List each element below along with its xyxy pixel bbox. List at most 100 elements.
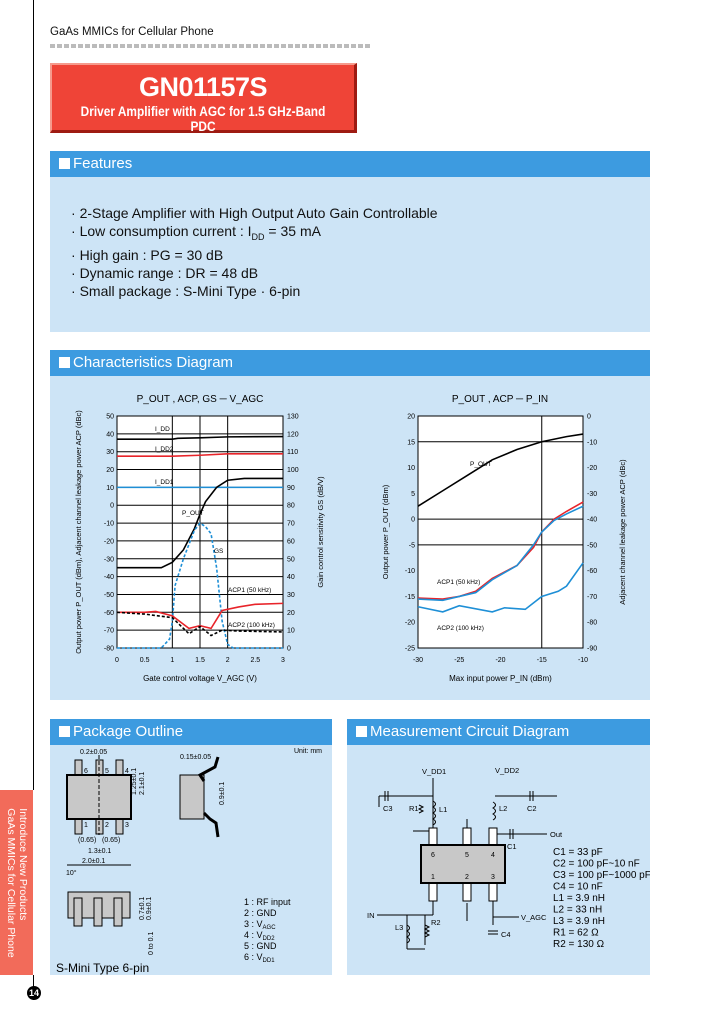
dim-label: 2.1±0.1 — [139, 772, 146, 795]
pin-sep: : — [249, 908, 257, 918]
in-label: IN — [367, 911, 375, 920]
svg-text:6: 6 — [431, 852, 435, 859]
series-line-3 — [417, 562, 584, 613]
series-line-2 — [417, 505, 584, 602]
pin-item: 2 : GND — [244, 908, 277, 918]
y-tick-label: -40 — [104, 574, 114, 581]
features-section: Features 2-Stage Amplifier with High Out… — [50, 151, 650, 332]
x-tick-label: 0 — [115, 657, 119, 664]
pin-item: 4 : VDD2 — [244, 930, 275, 942]
feature-item: High gain : PG = 30 dB — [71, 246, 650, 264]
page-number: 14 — [27, 986, 41, 1000]
characteristics-header: Characteristics Diagram — [50, 350, 650, 376]
x-tick-label: -10 — [578, 657, 588, 664]
square-bullet-icon — [59, 726, 70, 737]
package-header: Package Outline — [50, 719, 332, 745]
series-line-4 — [117, 522, 283, 649]
pin-name: GND — [257, 941, 278, 951]
pin-name: V — [257, 919, 263, 929]
side-tab-line1: Introduce New Products — [16, 807, 29, 920]
svg-text:4: 4 — [125, 768, 129, 775]
dim-label: 10° — [66, 869, 77, 877]
y2-tick-label: 70 — [287, 521, 295, 528]
y2-axis-label: Adjacent channel leakage power ACP (dBc) — [618, 459, 627, 605]
y2-axis-label: Gain control sensitivity GS (dB/V) — [316, 476, 325, 588]
pin-name: V — [257, 930, 263, 940]
dim-label: (0.65) — [78, 837, 96, 844]
y-tick-label: -10 — [104, 521, 114, 528]
y-tick-label: 40 — [106, 431, 114, 438]
y-tick-label: 20 — [106, 467, 114, 474]
feature-item: Dynamic range : DR = 48 dB — [71, 264, 650, 282]
feature-subscript: DD — [251, 231, 265, 242]
circuit-schematic: 6 5 4 1 2 3 V_DD1 V_DD2 IN Out V_AGC C1 C2 C3… — [367, 766, 650, 950]
y2-tick-label: 30 — [287, 592, 295, 599]
y2-tick-label: -50 — [587, 542, 597, 549]
svg-text:1: 1 — [431, 874, 435, 881]
series-label: ACP1 (50 kHz) — [437, 579, 480, 586]
pin-sep: : — [249, 897, 257, 907]
x-tick-label: 1.5 — [195, 657, 205, 664]
component-value: R1 = 62 Ω — [553, 928, 599, 939]
pin-number: 1 — [244, 897, 249, 907]
y-tick-label: 30 — [106, 449, 114, 456]
dim-label: 0.9±0.1 — [219, 782, 226, 805]
y-tick-label: -5 — [409, 542, 415, 549]
chart-title: P_OUT , ACP ─ P_IN — [452, 394, 548, 405]
pin-item: 5 : GND — [244, 941, 277, 951]
x-tick-label: 2 — [226, 657, 230, 664]
x-tick-label: -25 — [454, 657, 464, 664]
series-line-0 — [417, 433, 584, 507]
dim-label: 0 to 0.1 — [148, 932, 155, 955]
component-value: R2 = 130 Ω — [553, 939, 605, 950]
feature-item: Small package : S-Mini Type · 6-pin — [71, 282, 650, 300]
pin-sep: : — [249, 919, 257, 929]
series-line-1 — [117, 453, 283, 457]
pin-item: 3 : VAGC — [244, 919, 276, 931]
circuit-header: Measurement Circuit Diagram — [347, 719, 650, 745]
circuit-title: Measurement Circuit Diagram — [370, 723, 570, 740]
features-list: 2-Stage Amplifier with High Output Auto … — [71, 204, 650, 300]
x-tick-label: 0.5 — [140, 657, 150, 664]
x-tick-label: -20 — [495, 657, 505, 664]
series-label: I_DD1 — [155, 479, 174, 486]
square-bullet-icon — [356, 726, 367, 737]
y-tick-label: 20 — [407, 414, 415, 421]
margin-rule — [33, 0, 34, 790]
series-label: I_DD2 — [155, 446, 174, 453]
svg-text:2: 2 — [465, 874, 469, 881]
c4-label: C4 — [501, 930, 511, 939]
y2-tick-label: 80 — [287, 503, 295, 510]
component-value: L2 = 33 nH — [553, 905, 602, 916]
dim-label: 0.2±0.05 — [80, 749, 107, 756]
x-axis-label: Max input power P_IN (dBm) — [449, 674, 552, 683]
square-bullet-icon — [59, 158, 70, 169]
x-tick-label: -15 — [537, 657, 547, 664]
chart-2: -25-20-15-10-505101520-90-80-70-60-50-40… — [381, 394, 627, 683]
y2-tick-label: 110 — [287, 449, 298, 456]
y-axis-label: Output power P_OUT (dBm) — [381, 484, 390, 579]
c1-label: C1 — [507, 842, 517, 851]
y-tick-label: -50 — [104, 592, 114, 599]
y2-tick-label: 100 — [287, 467, 299, 474]
pin-name: RF input — [257, 897, 292, 907]
c3-label: C3 — [383, 804, 393, 813]
l2-label: L2 — [499, 804, 507, 813]
x-tick-label: 1 — [170, 657, 174, 664]
package-top-view — [66, 755, 132, 835]
pin-subscript: AGC — [263, 925, 277, 931]
y2-tick-label: -30 — [587, 491, 597, 498]
r2-label: R2 — [431, 918, 441, 927]
component-value: C2 = 100 pF~10 nF — [553, 859, 640, 870]
y-tick-label: 0 — [110, 503, 114, 510]
x-tick-label: 2.5 — [250, 657, 260, 664]
features-header: Features — [50, 151, 650, 177]
dotted-divider — [50, 44, 370, 48]
product-subtitle: Driver Amplifier with AGC for 1.5 GHz-Ba… — [80, 104, 326, 134]
component-value: C1 = 33 pF — [553, 847, 603, 858]
pin-item: 6 : VDD1 — [244, 952, 275, 964]
dim-label: 1.3±0.1 — [88, 848, 111, 855]
pin-name: GND — [257, 908, 278, 918]
